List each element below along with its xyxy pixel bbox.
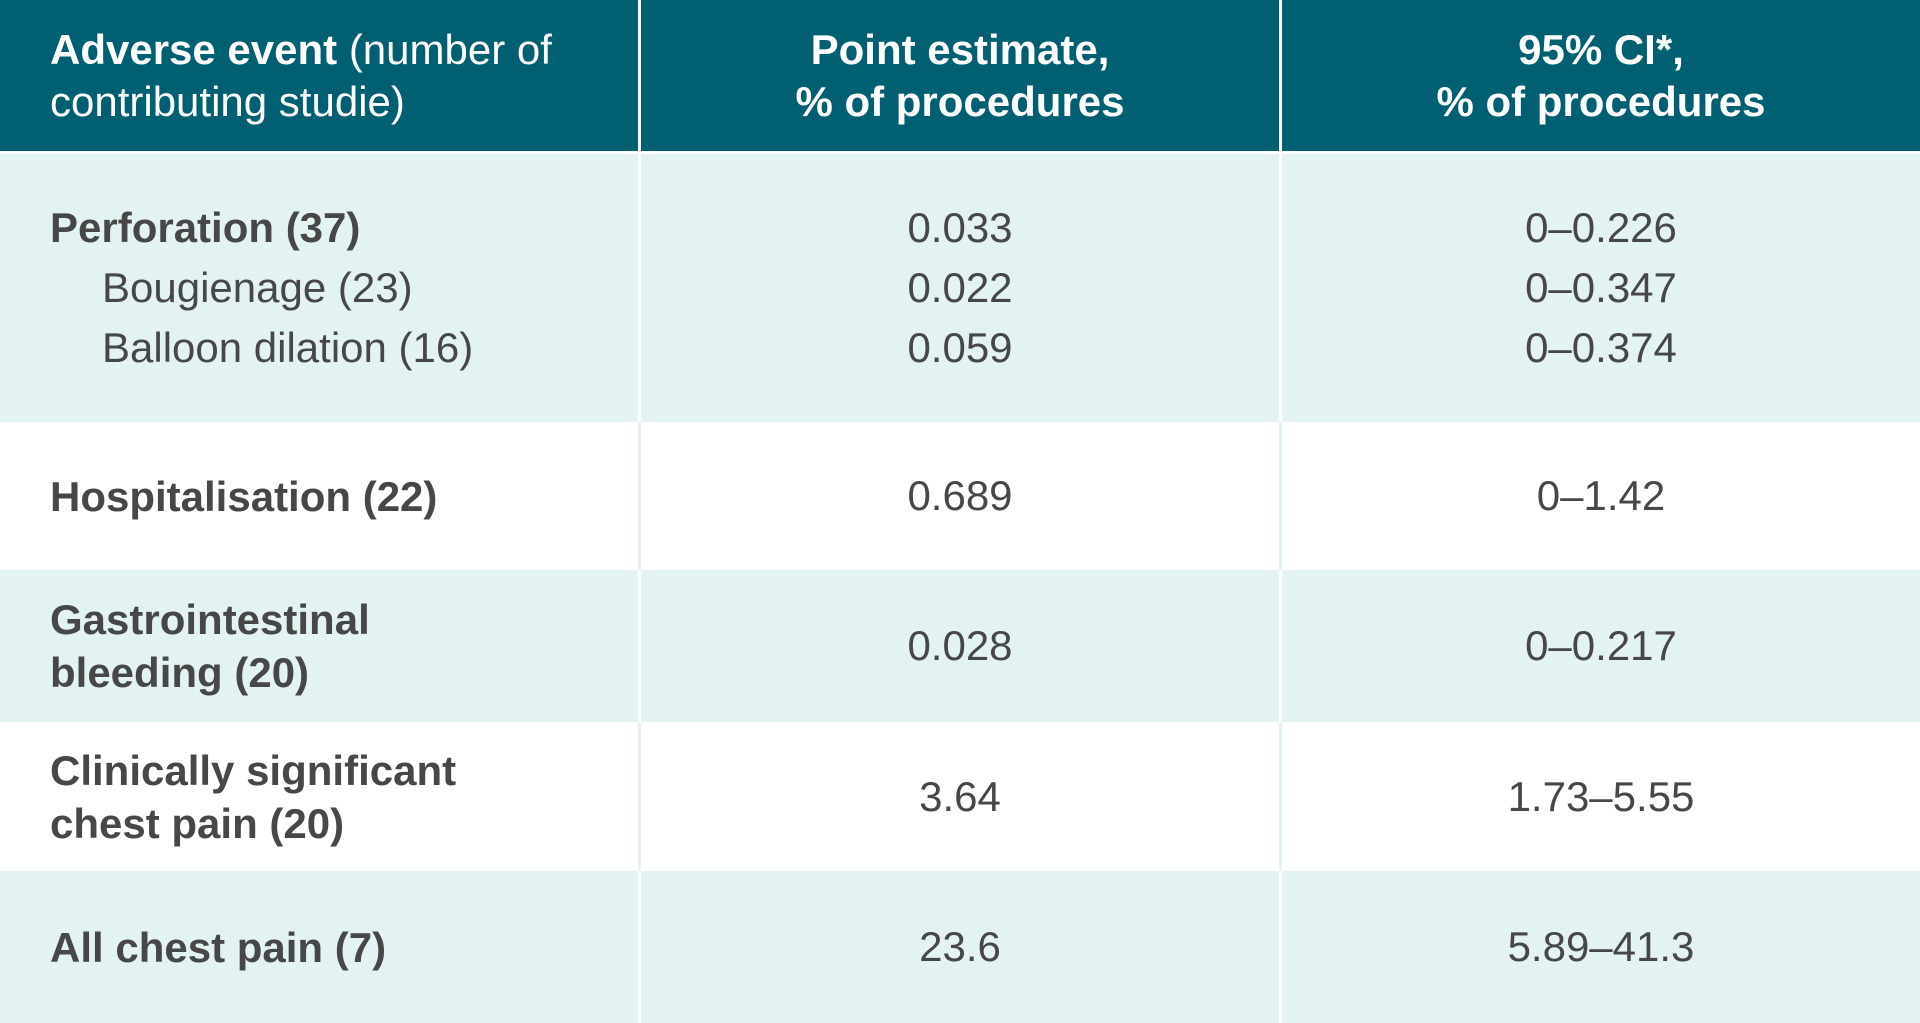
column-divider [638, 722, 641, 871]
header-adverse-event: Adverse event (number of contributing st… [0, 0, 638, 151]
hospitalisation-ci-cell: 0–1.42 [1282, 422, 1920, 570]
point-estimate-value: 23.6 [919, 923, 1001, 970]
perforation-ci: 0–0.226 0–0.347 0–0.374 [1282, 154, 1920, 422]
row-label-line2: chest pain (20) [50, 799, 345, 847]
significant-chest-pain-ci-cell: 1.73–5.55 [1282, 722, 1920, 871]
hospitalisation-label-cell: Hospitalisation (22) [0, 422, 638, 570]
table-row-all-chest-pain: All chest pain (7) 23.6 5.89–41.3 [0, 871, 1920, 1023]
point-estimate-value: 3.64 [919, 772, 1001, 820]
row-label-line1: Clinically significant [50, 746, 457, 794]
ci-value: 0–0.374 [1525, 324, 1677, 371]
header-ci-line2: % of procedures [1436, 77, 1766, 125]
subrow-label: Bougienage (23) [102, 264, 413, 311]
table-row-perforation: Perforation (37) Bougienage (23) Balloon… [0, 154, 1920, 422]
column-divider [638, 0, 641, 151]
perforation-labels: Perforation (37) Bougienage (23) Balloon… [0, 154, 638, 422]
header-adverse-event-line2: contributing studie) [50, 77, 405, 125]
header-adverse-event-rest: (number of [337, 25, 552, 73]
all-chest-pain-estimate-cell: 23.6 [641, 871, 1279, 1023]
table-header-row: Adverse event (number of contributing st… [0, 0, 1920, 151]
ci-value: 0–0.217 [1525, 622, 1677, 669]
significant-chest-pain-estimate-cell: 3.64 [641, 722, 1279, 871]
column-divider [1279, 570, 1282, 722]
row-label-line1: Gastrointestinal [50, 596, 370, 643]
point-estimate-value: 0.033 [907, 204, 1013, 251]
ci-value: 0–0.226 [1525, 204, 1677, 251]
header-ci-line1: 95% CI*, [1518, 25, 1684, 73]
column-divider [638, 871, 641, 1023]
ci-value: 5.89–41.3 [1507, 923, 1695, 970]
ci-value: 1.73–5.55 [1507, 772, 1695, 820]
point-estimate-value: 0.022 [907, 264, 1013, 311]
point-estimate-value: 0.028 [907, 622, 1013, 669]
significant-chest-pain-label-cell: Clinically significant chest pain (20) [0, 722, 638, 871]
point-estimate-value: 0.059 [907, 324, 1013, 371]
row-label: Hospitalisation (22) [50, 472, 438, 520]
table-row-gi-bleeding: Gastrointestinal bleeding (20) 0.028 0–0… [0, 570, 1920, 722]
header-confidence-interval: 95% CI*, % of procedures [1282, 0, 1920, 151]
column-divider [638, 154, 641, 422]
ci-value: 0–0.347 [1525, 264, 1677, 311]
column-divider [1279, 722, 1282, 871]
column-divider [1279, 422, 1282, 570]
gi-bleeding-label-cell: Gastrointestinal bleeding (20) [0, 570, 638, 722]
column-divider [638, 570, 641, 722]
point-estimate-value: 0.689 [907, 472, 1013, 519]
table-row-significant-chest-pain: Clinically significant chest pain (20) 3… [0, 722, 1920, 871]
header-point-estimate-line2: % of procedures [795, 77, 1125, 125]
header-point-estimate-line1: Point estimate, [810, 25, 1110, 73]
header-point-estimate: Point estimate, % of procedures [641, 0, 1279, 151]
all-chest-pain-label-cell: All chest pain (7) [0, 871, 638, 1023]
hospitalisation-estimate-cell: 0.689 [641, 422, 1279, 570]
column-divider [638, 422, 641, 570]
gi-bleeding-estimate-cell: 0.028 [641, 570, 1279, 722]
row-label: All chest pain (7) [50, 923, 387, 971]
row-label: Perforation (37) [50, 204, 361, 251]
subrow-label: Balloon dilation (16) [102, 324, 474, 371]
column-divider [1279, 0, 1282, 151]
header-adverse-event-line1: Adverse event (number of [50, 24, 552, 76]
header-adverse-event-bold: Adverse event [50, 25, 338, 73]
ci-value: 0–1.42 [1536, 472, 1666, 519]
perforation-estimates: 0.033 0.022 0.059 [641, 154, 1279, 422]
table-row-hospitalisation: Hospitalisation (22) 0.689 0–1.42 [0, 422, 1920, 570]
all-chest-pain-ci-cell: 5.89–41.3 [1282, 871, 1920, 1023]
column-divider [1279, 154, 1282, 422]
column-divider [1279, 871, 1282, 1023]
row-label-line2: bleeding (20) [50, 649, 310, 696]
gi-bleeding-ci-cell: 0–0.217 [1282, 570, 1920, 722]
